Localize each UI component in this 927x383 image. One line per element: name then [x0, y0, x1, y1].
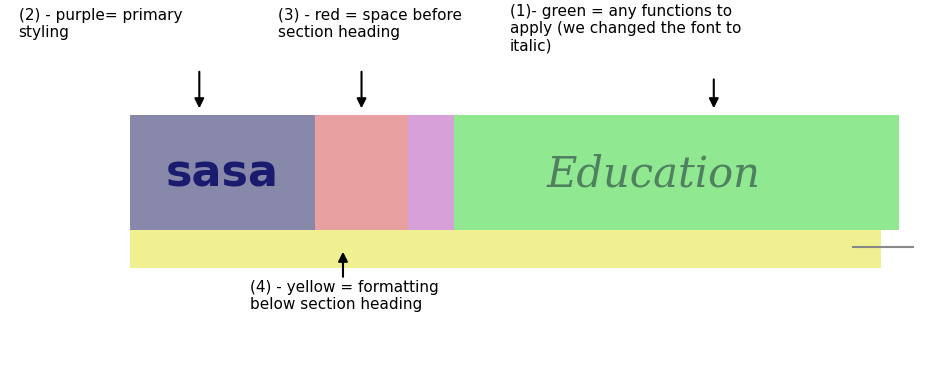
FancyBboxPatch shape	[315, 115, 408, 230]
Text: sasa: sasa	[166, 153, 279, 196]
Text: (1)- green = any functions to
apply (we changed the font to
italic): (1)- green = any functions to apply (we …	[510, 4, 742, 54]
Text: Education: Education	[547, 153, 760, 195]
FancyBboxPatch shape	[130, 226, 881, 268]
FancyBboxPatch shape	[408, 115, 899, 230]
Text: (2) - purple= primary
styling: (2) - purple= primary styling	[19, 8, 182, 40]
FancyBboxPatch shape	[130, 115, 315, 230]
FancyBboxPatch shape	[408, 115, 454, 230]
Text: (3) - red = space before
section heading: (3) - red = space before section heading	[278, 8, 462, 40]
Text: (4) - yellow = formatting
below section heading: (4) - yellow = formatting below section …	[250, 280, 439, 312]
